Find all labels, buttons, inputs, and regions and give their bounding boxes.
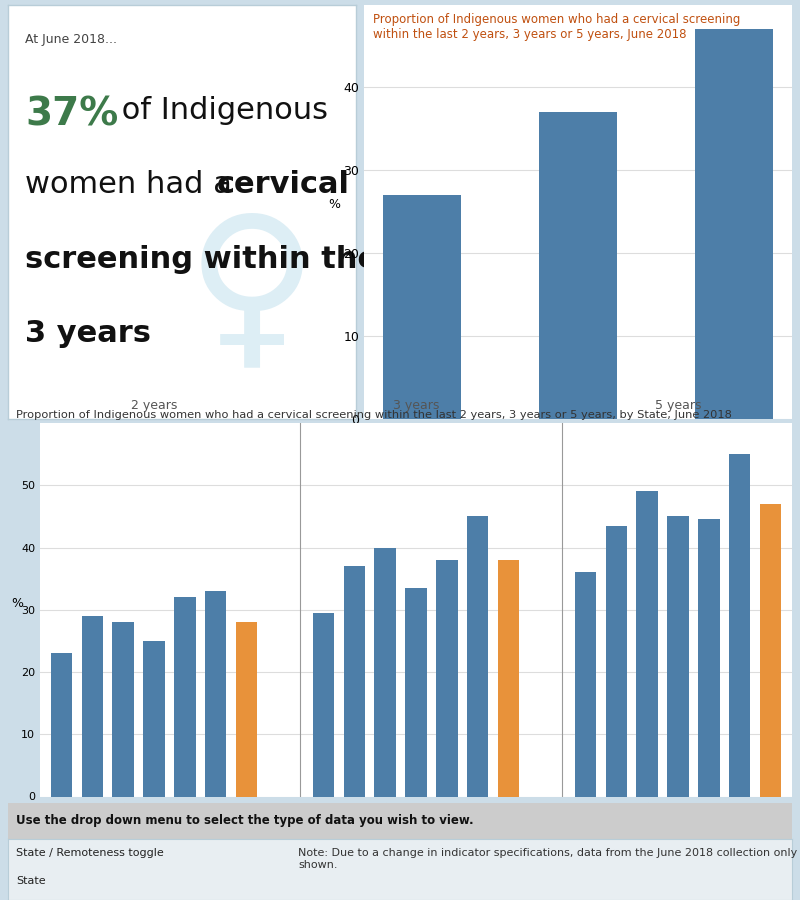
Bar <box>82 616 103 796</box>
Text: 2 years: 2 years <box>131 399 178 412</box>
Bar <box>636 491 658 796</box>
Bar <box>694 30 773 419</box>
Bar <box>698 519 719 796</box>
Text: cervical: cervical <box>217 170 350 199</box>
Bar <box>498 560 519 796</box>
Bar <box>174 598 196 796</box>
Bar <box>50 653 72 796</box>
Bar <box>574 572 596 796</box>
Bar <box>343 566 365 796</box>
Text: Proportion of Indigenous women who had a cervical screening within the last 2 ye: Proportion of Indigenous women who had a… <box>16 410 732 420</box>
Bar <box>436 560 458 796</box>
Text: ♀: ♀ <box>186 206 318 382</box>
Text: screening within the last: screening within the last <box>26 245 453 274</box>
Text: 3 years: 3 years <box>393 399 439 412</box>
Text: Use the drop down menu to select the type of data you wish to view.: Use the drop down menu to select the typ… <box>16 814 474 827</box>
Text: State: State <box>16 876 46 886</box>
Text: 3 years: 3 years <box>26 320 151 348</box>
Text: 5 years: 5 years <box>654 399 702 412</box>
Text: Note: Due to a change in indicator specifications, data from the June 2018 colle: Note: Due to a change in indicator speci… <box>298 848 800 869</box>
Bar <box>236 622 258 796</box>
Y-axis label: %: % <box>328 199 340 212</box>
Bar <box>760 504 782 796</box>
Text: women had a: women had a <box>26 170 242 199</box>
Text: of Indigenous: of Indigenous <box>112 95 328 124</box>
Bar <box>606 526 627 796</box>
Bar <box>374 547 396 796</box>
Text: At June 2018...: At June 2018... <box>26 33 118 47</box>
Text: Proportion of Indigenous women who had a cervical screening
within the last 2 ye: Proportion of Indigenous women who had a… <box>373 13 740 40</box>
Bar <box>143 641 165 796</box>
Y-axis label: %: % <box>11 597 23 610</box>
Bar <box>539 112 617 418</box>
Text: 37%: 37% <box>26 95 118 133</box>
Bar <box>313 613 334 796</box>
Text: State / Remoteness toggle: State / Remoteness toggle <box>16 848 163 858</box>
Bar <box>113 622 134 796</box>
Bar <box>467 517 489 796</box>
Bar <box>667 517 689 796</box>
Bar <box>729 454 750 796</box>
Bar <box>406 588 426 796</box>
Bar <box>383 195 462 418</box>
Bar <box>205 591 226 796</box>
